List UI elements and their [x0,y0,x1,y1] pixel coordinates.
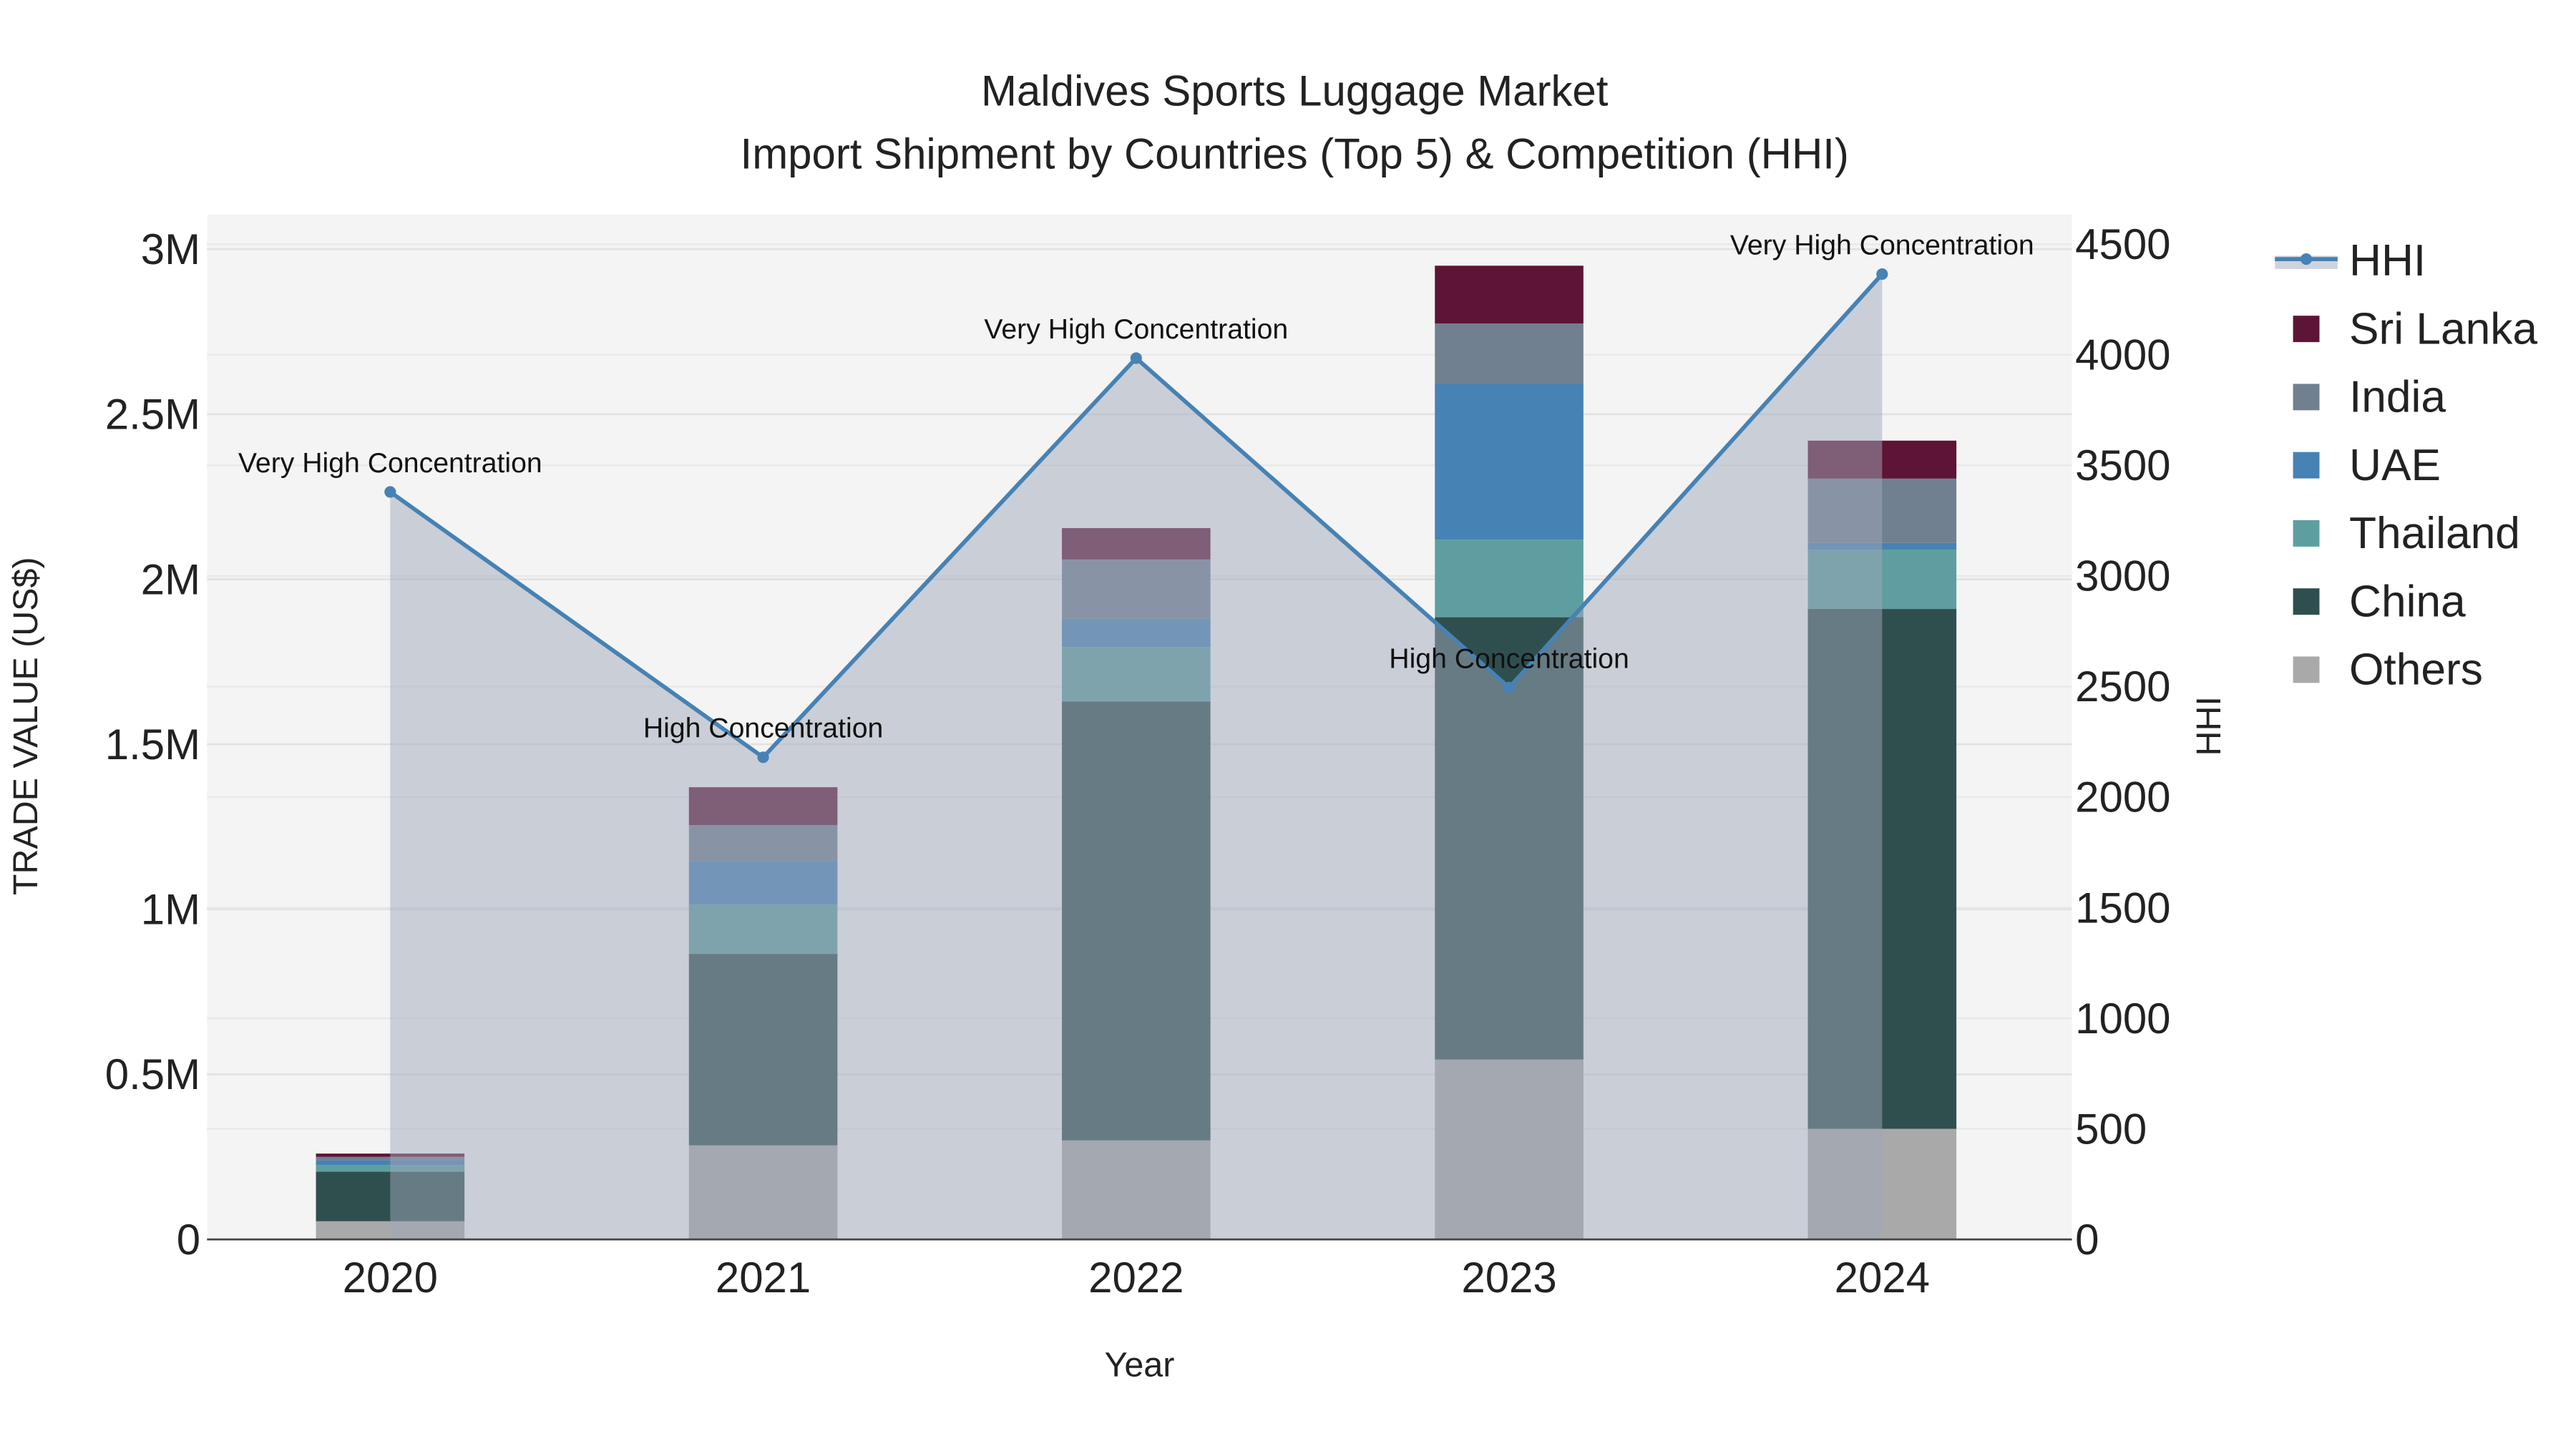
y-tick-label: 0.5M [105,1050,200,1098]
legend-swatch-others [2293,656,2320,683]
hhi-annotation: High Concentration [643,713,883,744]
legend-swatch-china [2293,588,2320,615]
y-tick-label: 1M [141,886,200,934]
y2-tick-label: 0 [2075,1216,2099,1264]
y2-axis-title: HHI [2190,696,2228,756]
y2-tick-label: 2500 [2075,663,2170,711]
legend-label-uae: UAE [2349,441,2441,490]
legend-label-hhi: HHI [2349,236,2426,286]
y-tick-label: 0 [177,1216,200,1264]
hhi-point [384,486,396,498]
y2-tick-label: 4500 [2075,220,2170,268]
legend-label-india: India [2349,373,2446,422]
y-tick-label: 1.5M [105,721,200,769]
hhi-point [1503,681,1516,694]
x-tick-label: 2023 [1461,1254,1556,1302]
hhi-point [757,751,769,763]
hhi-point [1130,352,1142,364]
legend-swatch-hhi-point [2300,253,2313,265]
legend-swatch-india [2293,384,2320,411]
y-tick-label: 2M [141,555,200,603]
hhi-series: Very High Concentration High Concentratio… [238,230,2034,1240]
axes: 0 0.5M 1M 1.5M 2M 2.5M 3M 0 500 1000 1500 2000 2500 3… [105,220,2171,1302]
legend-label-sri-lanka: Sri Lanka [2349,304,2537,353]
x-axis-title: Year [1105,1346,1175,1385]
legend-swatch-uae [2293,452,2320,479]
y2-tick-label: 3500 [2075,441,2170,489]
y-tick-label: 2.5M [105,391,200,439]
x-tick-label: 2022 [1088,1254,1184,1302]
y2-tick-label: 3000 [2075,552,2170,600]
legend-label-thailand: Thailand [2349,509,2520,558]
bar-india [1435,323,1584,384]
hhi-annotation: High Concentration [1389,643,1629,674]
y2-tick-label: 1500 [2075,884,2170,932]
y2-tick-label: 2000 [2075,774,2170,821]
y2-tick-label: 500 [2075,1105,2147,1153]
bar-thailand [1435,540,1584,618]
legend-label-china: China [2349,577,2466,626]
y-axis-title: TRADE VALUE (US$) [6,557,45,895]
y2-tick-label: 1000 [2075,995,2170,1043]
hhi-annotation: Very High Concentration [1730,230,2034,260]
chart-title-line2: Import Shipment by Countries (Top 5) & C… [741,130,1849,177]
hhi-annotation: Very High Concentration [238,448,542,479]
hhi-point [1876,268,1888,280]
chart-title-line1: Maldives Sports Luggage Market [981,67,1609,115]
bar-sri-lanka [1435,265,1584,324]
y2-tick-label: 4000 [2075,331,2170,379]
hhi-annotation: Very High Concentration [984,314,1288,345]
legend-swatch-sri-lanka [2293,316,2320,343]
x-tick-label: 2020 [343,1254,438,1302]
legend: HHI Sri Lanka India UAE Thailand China Others [2275,236,2537,695]
y-tick-label: 3M [141,225,200,273]
bar-uae [1435,383,1584,540]
x-tick-label: 2024 [1835,1254,1930,1302]
hhi-area [390,274,1883,1240]
legend-swatch-thailand [2293,519,2320,547]
x-tick-label: 2021 [716,1254,811,1302]
legend-label-others: Others [2349,645,2483,695]
